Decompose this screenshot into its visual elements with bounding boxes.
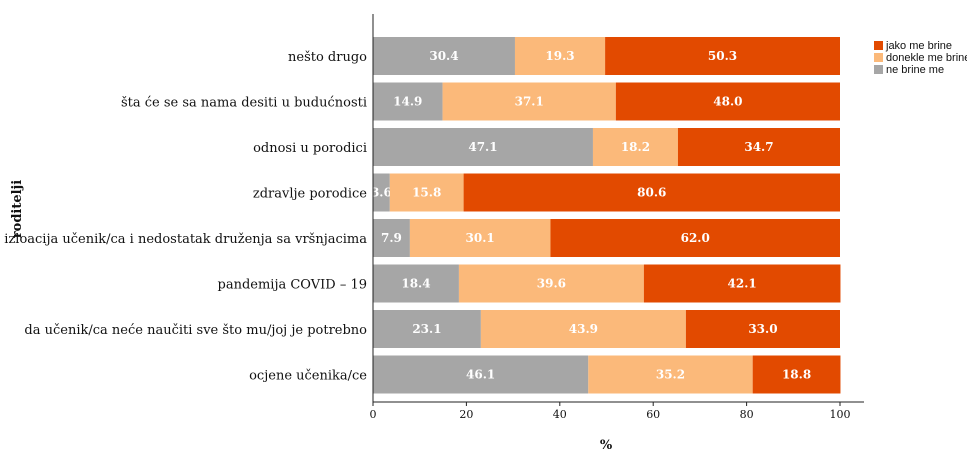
data-label: 48.0 — [713, 95, 742, 109]
data-label: 3.6 — [371, 186, 392, 200]
bar-segment — [409, 219, 551, 257]
legend-swatch — [874, 53, 883, 62]
bar-segment — [605, 37, 840, 75]
bar-segment — [373, 264, 459, 303]
bar-segment — [480, 310, 686, 348]
bar-segment — [514, 37, 606, 75]
category-label: nešto drugo — [288, 50, 367, 65]
bar-segment — [458, 264, 644, 303]
data-label: 34.7 — [744, 140, 773, 154]
data-label: 42.1 — [728, 277, 757, 291]
legend-swatch — [874, 41, 883, 50]
bar-segment — [463, 173, 840, 212]
bar-segment — [615, 82, 840, 121]
data-label: 15.8 — [412, 186, 441, 200]
data-label: 18.4 — [401, 277, 430, 291]
legend-label: ne brine me — [886, 64, 944, 76]
data-label: 80.6 — [637, 186, 666, 200]
category-label: šta će se sa nama desiti u budućnosti — [121, 96, 367, 111]
bar-segment — [550, 219, 840, 257]
bar-segment — [373, 37, 515, 75]
category-label: pandemija COVID – 19 — [218, 278, 368, 293]
data-label: 14.9 — [393, 95, 422, 109]
data-label: 23.1 — [412, 322, 441, 336]
category-label: odnosi u porodici — [253, 141, 367, 156]
x-tick-label: 60 — [646, 408, 660, 421]
x-tick-label: 20 — [459, 408, 473, 421]
bar-segment — [373, 82, 443, 121]
data-label: 46.1 — [466, 368, 495, 382]
legend-label: jako me brine — [885, 40, 952, 52]
data-label: 39.6 — [537, 277, 566, 291]
bar-segment — [643, 264, 841, 303]
data-label: 33.0 — [748, 322, 777, 336]
legend-label: donekle me brine — [886, 52, 967, 64]
data-label: 18.2 — [621, 140, 650, 154]
bar-segment — [373, 219, 410, 257]
category-label: zdravlje porodice — [253, 187, 367, 202]
data-label: 30.1 — [466, 231, 495, 245]
x-tick-label: 40 — [553, 408, 567, 421]
category-label: ocjene učenika/ce — [249, 369, 367, 384]
bar-segment — [373, 310, 481, 348]
x-axis-title: % — [600, 438, 613, 452]
x-tick-label: 0 — [370, 408, 377, 421]
data-label: 18.8 — [782, 368, 811, 382]
bar-segment — [588, 355, 753, 394]
y-axis-title: roditelji — [10, 180, 25, 238]
bar-segment — [373, 128, 593, 166]
bar-segment — [389, 173, 464, 212]
data-label: 47.1 — [468, 140, 497, 154]
x-tick-label: 100 — [830, 408, 851, 421]
category-label: izloacija učenik/ca i nedostatak druženj… — [4, 232, 367, 247]
category-label: da učenik/ca neće naučiti sve što mu/joj… — [24, 323, 367, 338]
data-label: 7.9 — [381, 231, 402, 245]
legend-swatch — [874, 65, 883, 74]
data-label: 50.3 — [708, 49, 737, 63]
data-label: 35.2 — [656, 368, 685, 382]
data-label: 37.1 — [515, 95, 544, 109]
x-tick-label: 80 — [740, 408, 754, 421]
bar-segment — [685, 310, 840, 348]
bar-segment — [373, 173, 390, 212]
data-label: 30.4 — [429, 49, 458, 63]
bar-segment — [592, 128, 678, 166]
bar-segment — [442, 82, 616, 121]
bar-segment — [752, 355, 841, 394]
data-label: 19.3 — [545, 49, 574, 63]
data-label: 43.9 — [569, 322, 598, 336]
bar-segment — [373, 355, 589, 394]
bar-segment — [677, 128, 840, 166]
data-label: 62.0 — [681, 231, 710, 245]
